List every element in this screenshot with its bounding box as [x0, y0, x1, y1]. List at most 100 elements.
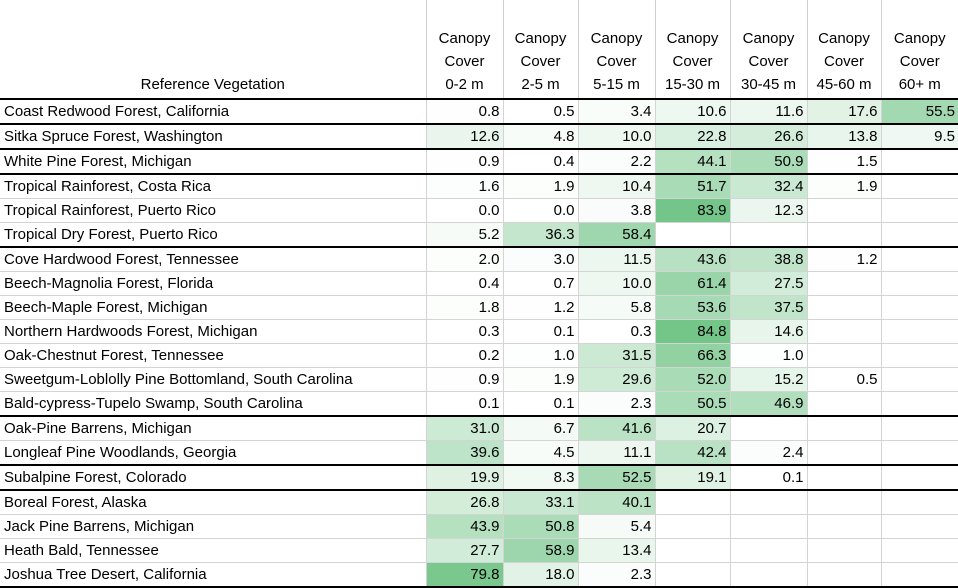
canopy-cover-cell: 0.9 [426, 149, 503, 174]
canopy-cover-cell: 4.8 [503, 124, 578, 149]
canopy-cover-cell: 1.9 [503, 368, 578, 392]
canopy-cover-cell [807, 296, 881, 320]
canopy-cover-cell: 6.7 [503, 416, 578, 441]
column-header-line: Cover [882, 50, 958, 73]
vegetation-name-cell: Beech-Maple Forest, Michigan [0, 296, 426, 320]
row-header-label: Reference Vegetation [0, 0, 426, 99]
canopy-cover-cell: 0.5 [503, 99, 578, 124]
canopy-cover-cell: 10.6 [655, 99, 730, 124]
column-header-line: 5-15 m [579, 73, 655, 96]
canopy-cover-cell: 83.9 [655, 199, 730, 223]
canopy-cover-cell: 79.8 [426, 563, 503, 588]
canopy-cover-cell [807, 539, 881, 563]
canopy-cover-cell [655, 563, 730, 588]
canopy-cover-cell [807, 563, 881, 588]
canopy-cover-cell [807, 416, 881, 441]
canopy-cover-cell [881, 272, 958, 296]
canopy-cover-cell: 1.6 [426, 174, 503, 199]
canopy-cover-cell [807, 441, 881, 466]
canopy-cover-cell [807, 320, 881, 344]
canopy-cover-cell [881, 416, 958, 441]
vegetation-name-cell: Coast Redwood Forest, California [0, 99, 426, 124]
canopy-cover-cell [807, 344, 881, 368]
canopy-cover-cell: 3.4 [578, 99, 655, 124]
canopy-cover-cell: 15.2 [730, 368, 807, 392]
vegetation-name-cell: Joshua Tree Desert, California [0, 563, 426, 588]
canopy-cover-cell: 18.0 [503, 563, 578, 588]
column-header-line: Cover [504, 50, 578, 73]
canopy-cover-cell [881, 368, 958, 392]
canopy-cover-cell: 37.5 [730, 296, 807, 320]
column-header-line: Cover [579, 50, 655, 73]
canopy-cover-cell: 46.9 [730, 392, 807, 417]
canopy-cover-cell: 0.4 [503, 149, 578, 174]
canopy-cover-cell: 50.9 [730, 149, 807, 174]
vegetation-name-cell: Bald-cypress-Tupelo Swamp, South Carolin… [0, 392, 426, 417]
canopy-cover-cell: 11.6 [730, 99, 807, 124]
canopy-cover-cell: 43.6 [655, 247, 730, 272]
canopy-cover-cell: 0.3 [578, 320, 655, 344]
canopy-cover-cell: 0.5 [807, 368, 881, 392]
column-header-line: Cover [808, 50, 881, 73]
canopy-cover-cell: 1.5 [807, 149, 881, 174]
canopy-cover-cell: 8.3 [503, 465, 578, 490]
canopy-cover-cell: 58.9 [503, 539, 578, 563]
canopy-cover-cell: 31.0 [426, 416, 503, 441]
canopy-cover-cell [730, 223, 807, 248]
canopy-cover-cell: 0.1 [503, 392, 578, 417]
canopy-cover-cell: 10.0 [578, 124, 655, 149]
canopy-cover-cell: 0.7 [503, 272, 578, 296]
canopy-cover-cell: 1.2 [503, 296, 578, 320]
vegetation-name-cell: Jack Pine Barrens, Michigan [0, 515, 426, 539]
canopy-cover-cell: 42.4 [655, 441, 730, 466]
canopy-cover-cell: 41.6 [578, 416, 655, 441]
column-header-line: 45-60 m [808, 73, 881, 96]
canopy-cover-cell [730, 515, 807, 539]
row-header-label-text: Reference Vegetation [0, 73, 426, 96]
canopy-cover-cell [881, 441, 958, 466]
canopy-cover-cell: 31.5 [578, 344, 655, 368]
canopy-cover-cell [881, 296, 958, 320]
table-row: Sweetgum-Loblolly Pine Bottomland, South… [0, 368, 958, 392]
canopy-cover-cell: 19.9 [426, 465, 503, 490]
canopy-cover-cell: 53.6 [655, 296, 730, 320]
canopy-cover-cell: 44.1 [655, 149, 730, 174]
canopy-cover-cell [881, 515, 958, 539]
canopy-cover-cell: 14.6 [730, 320, 807, 344]
canopy-cover-cell: 2.0 [426, 247, 503, 272]
canopy-cover-cell: 9.5 [881, 124, 958, 149]
canopy-cover-cell: 36.3 [503, 223, 578, 248]
canopy-cover-cell: 39.6 [426, 441, 503, 466]
canopy-cover-cell: 11.5 [578, 247, 655, 272]
canopy-cover-cell: 55.5 [881, 99, 958, 124]
vegetation-name-cell: Longleaf Pine Woodlands, Georgia [0, 441, 426, 466]
canopy-cover-cell [655, 223, 730, 248]
column-header-line: Canopy [579, 27, 655, 50]
canopy-cover-cell [655, 490, 730, 515]
column-header-line: Cover [656, 50, 730, 73]
canopy-cover-cell: 13.8 [807, 124, 881, 149]
column-header-line: Cover [427, 50, 503, 73]
canopy-cover-cell: 43.9 [426, 515, 503, 539]
vegetation-name-cell: Heath Bald, Tennessee [0, 539, 426, 563]
vegetation-name-cell: Sitka Spruce Forest, Washington [0, 124, 426, 149]
canopy-cover-cell [881, 539, 958, 563]
canopy-cover-cell: 52.0 [655, 368, 730, 392]
vegetation-name-cell: Boreal Forest, Alaska [0, 490, 426, 515]
canopy-cover-cell [807, 392, 881, 417]
canopy-cover-cell: 27.5 [730, 272, 807, 296]
